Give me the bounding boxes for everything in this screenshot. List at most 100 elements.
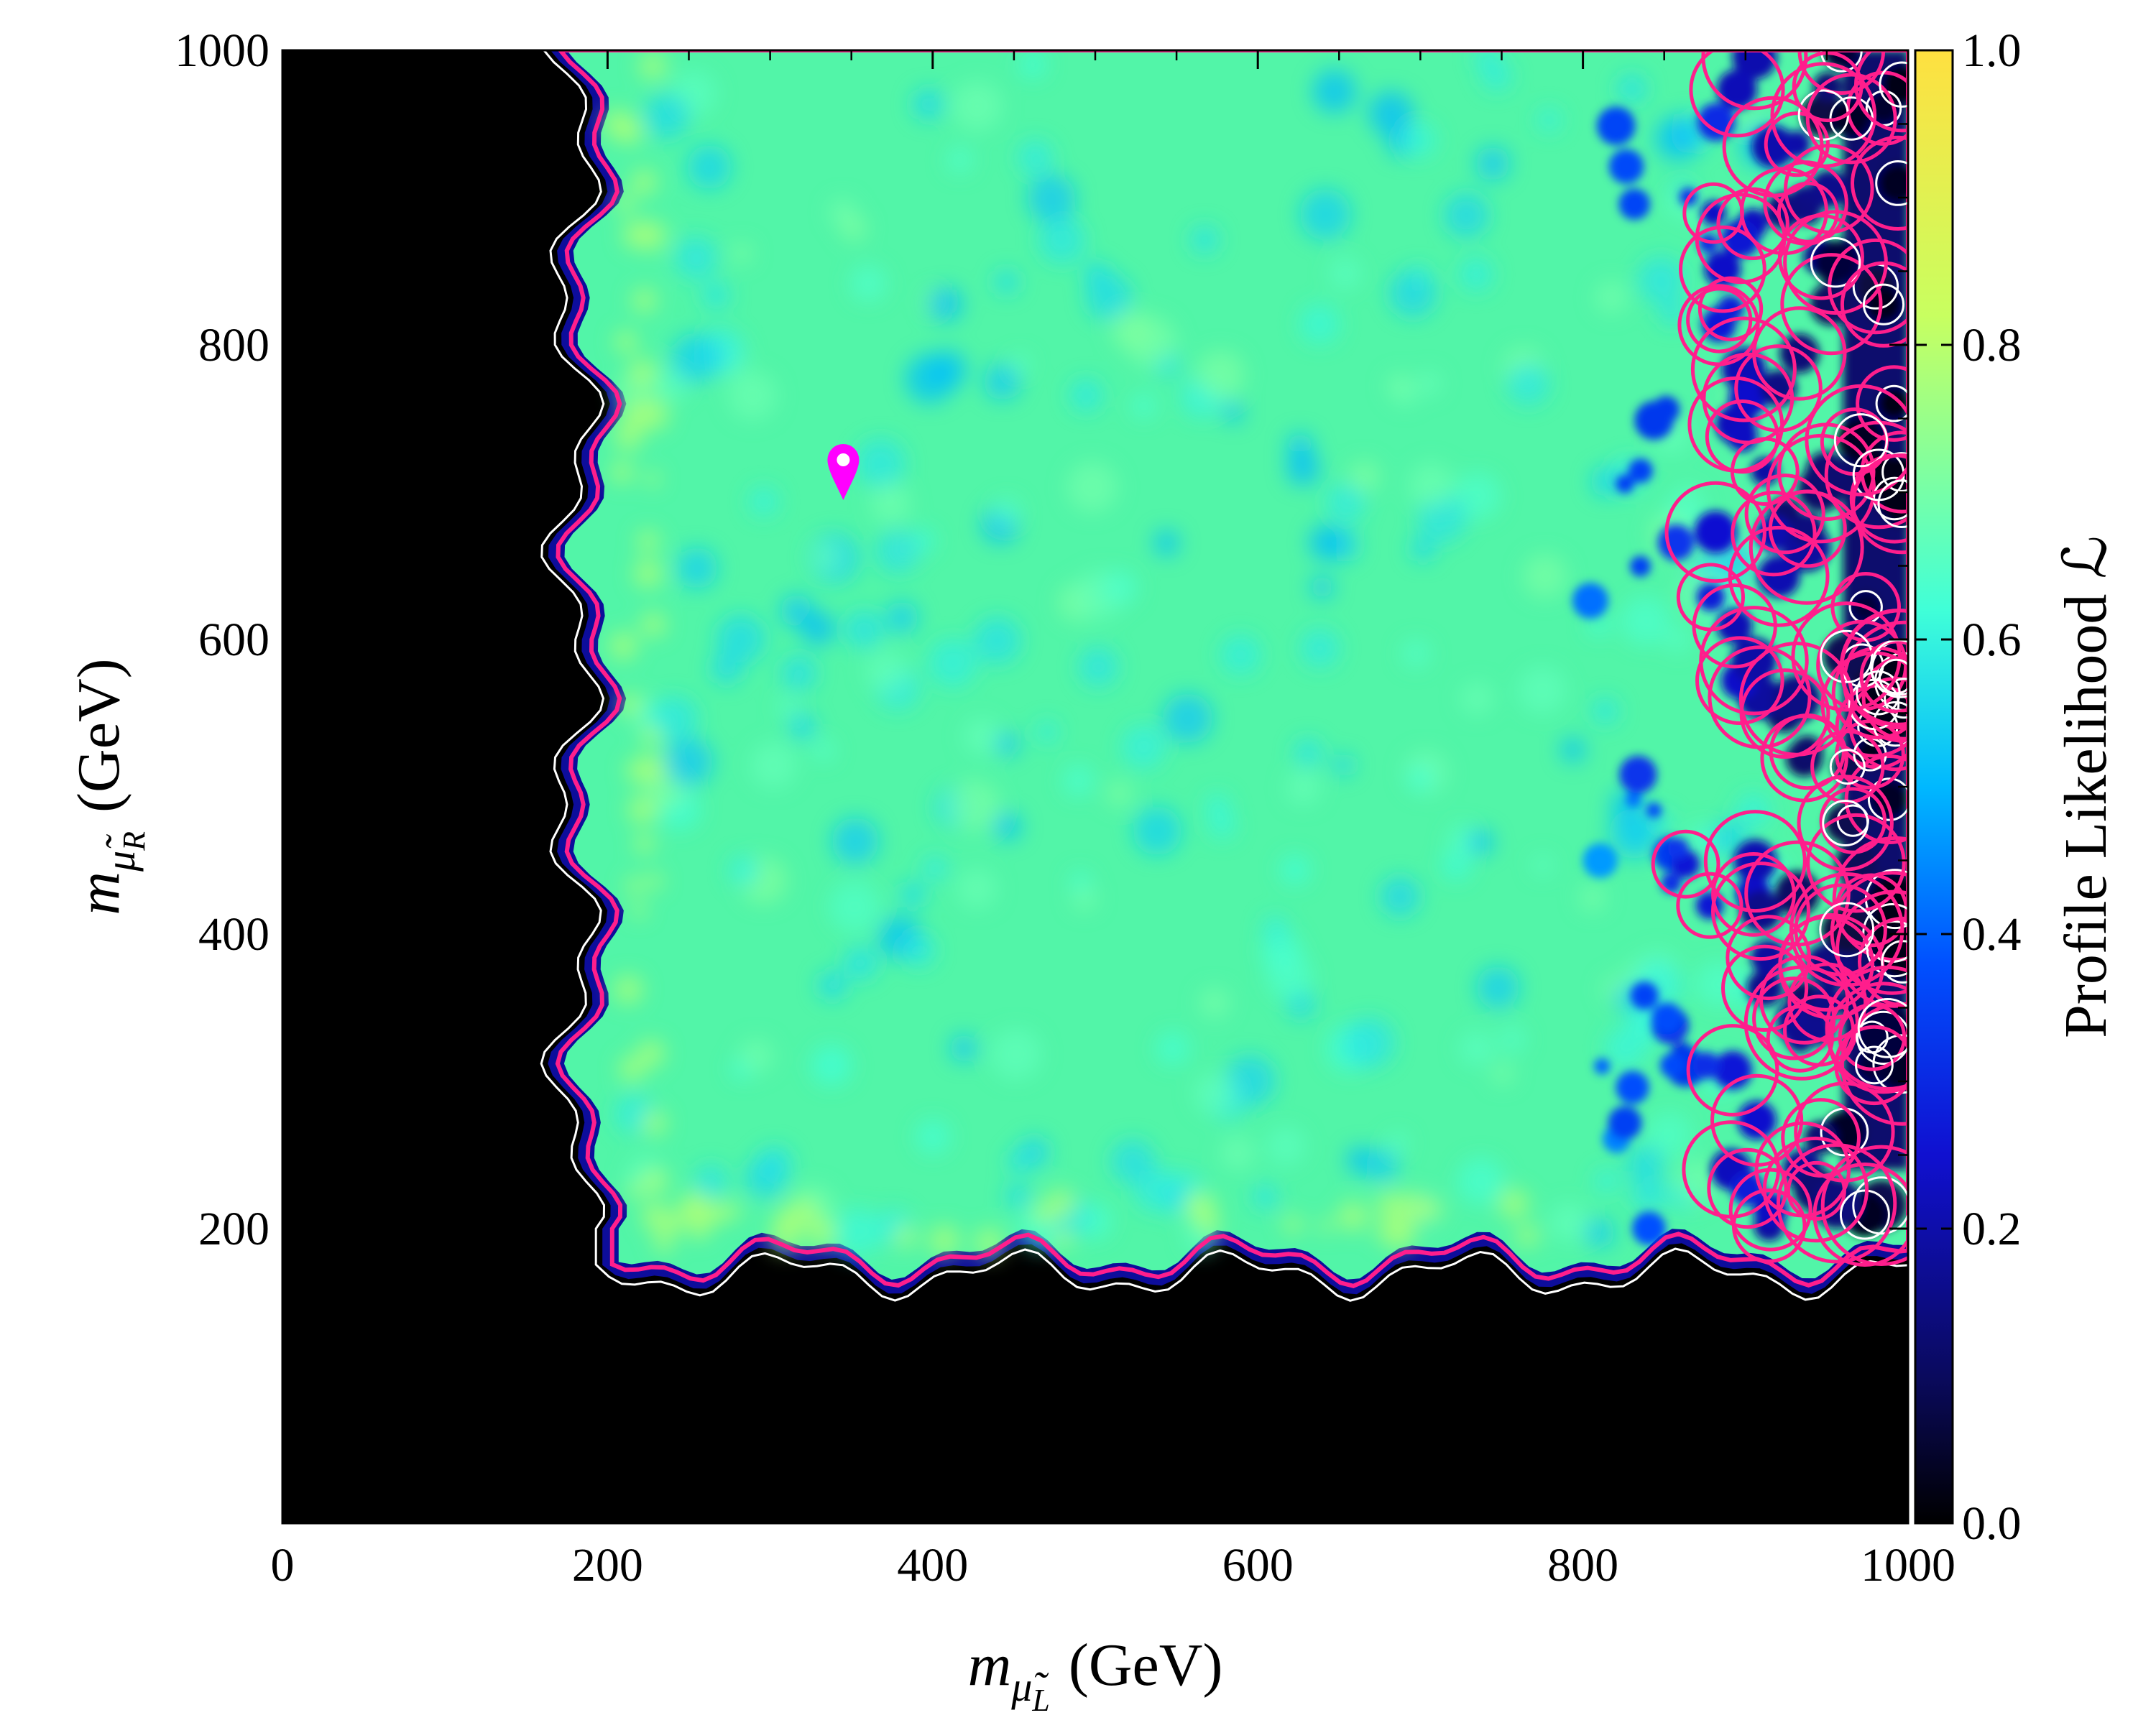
contour-2sigma-island — [1857, 998, 1908, 1058]
edge-speckle — [1337, 1201, 1368, 1232]
fluctuation-blob — [694, 1164, 728, 1198]
fluctuation-blob — [929, 287, 963, 322]
colorbar-tick-label: 0.0 — [1962, 1497, 2022, 1550]
contour-2sigma — [540, 50, 1908, 1302]
contour-2sigma-island — [1833, 413, 1888, 468]
x-axis: 0 200 400 600 800 1000 — [271, 50, 1955, 1591]
y-axis: 200 400 600 800 1000 — [175, 24, 1908, 1451]
contour-1sigma-island — [1794, 1081, 1895, 1183]
contour-1sigma-island — [1777, 422, 1876, 522]
fluctuation-blob — [1299, 303, 1340, 345]
fluctuation-blob — [949, 1034, 978, 1063]
fluctuation-blob — [829, 881, 880, 933]
fluctuation-blob — [1085, 274, 1133, 320]
fluctuation-blob — [1252, 1183, 1279, 1210]
edge-speckle — [1498, 1188, 1529, 1219]
x-tick-label: 400 — [897, 1539, 968, 1591]
contour-1sigma-island — [1856, 365, 1908, 442]
fluctuation-blob — [1365, 1148, 1399, 1183]
fluctuation-blob — [1468, 829, 1494, 855]
contour-2sigma-island — [1878, 658, 1908, 695]
contour-1sigma-island — [1690, 316, 1797, 422]
contour-2sigma-island — [1820, 629, 1874, 683]
fluctuation-blob — [990, 1028, 1042, 1080]
fluctuation-blob — [671, 333, 720, 384]
fluctuation-blob — [664, 737, 714, 787]
fluctuation-blob — [843, 946, 878, 981]
fluctuation-blob — [928, 350, 967, 389]
x-tick-label: 1000 — [1861, 1539, 1955, 1591]
contour-1sigma-island — [1789, 872, 1904, 987]
contour-1sigma-island — [1728, 525, 1830, 627]
edge-speckle — [627, 1183, 645, 1200]
fluctuation-blob — [1069, 870, 1092, 893]
fluctuation-blob — [1110, 310, 1151, 351]
fluctuation-blob — [922, 855, 948, 881]
fluctuation-blob — [1711, 820, 1748, 857]
fluctuation-blob — [1631, 1177, 1667, 1213]
fluctuation-blob — [1738, 106, 1761, 129]
edge-speckle — [1376, 1191, 1407, 1223]
degraded-patch — [1652, 396, 1680, 423]
fluctuation-blob — [1673, 486, 1703, 516]
contour-1sigma-island — [1781, 1098, 1861, 1178]
degraded-patch — [1733, 839, 1777, 883]
contour-2sigma-island — [1852, 1176, 1908, 1235]
fluctuation-blob — [876, 530, 920, 573]
fluctuation-blob — [1498, 1025, 1526, 1053]
fluctuation-blob — [1621, 596, 1671, 646]
contour-1sigma-island — [1859, 639, 1908, 713]
fluctuation-blob — [1549, 1203, 1588, 1242]
contour-1sigma-island — [1860, 430, 1908, 514]
fluctuation-blob — [952, 80, 1003, 131]
y-tick-label: 600 — [198, 614, 270, 666]
fluctuation-blob — [1153, 530, 1180, 556]
degraded-patch — [1786, 1025, 1815, 1053]
fluctuation-blob — [1626, 1145, 1665, 1184]
fluctuation-blob — [811, 1045, 852, 1086]
fluctuation-blob — [899, 881, 926, 908]
edge-speckle — [631, 902, 648, 918]
fluctuation-blob — [801, 611, 836, 646]
fluctuation-blob — [992, 497, 1021, 527]
fluctuation-blob — [916, 1119, 951, 1155]
fluctuation-blob — [676, 547, 718, 589]
fluctuation-blob — [739, 1038, 774, 1073]
fluctuation-blob — [1312, 69, 1357, 114]
degraded-patch — [1880, 482, 1908, 525]
colorbar-title: Profile Likelihood ℒ — [2053, 535, 2119, 1038]
fluctuation-blob — [1401, 122, 1437, 158]
fluctuation-blob — [885, 601, 918, 634]
fluctuation-blob — [1279, 854, 1311, 886]
edge-speckle — [893, 1225, 917, 1248]
edge-speckle — [618, 693, 642, 717]
fluctuation-blob — [1005, 1183, 1031, 1209]
contour-1sigma-island — [1769, 713, 1846, 790]
edge-speckle — [615, 193, 635, 213]
degraded-patch — [1618, 188, 1650, 221]
contour-2sigma-island — [1862, 283, 1905, 325]
x-tick-label: 0 — [271, 1539, 295, 1591]
colorbar-tick-label: 1.0 — [1962, 24, 2022, 77]
y-axis-title: mμ̃R(GeV) — [65, 658, 152, 915]
edge-speckle — [653, 1232, 675, 1253]
degraded-patch — [1572, 583, 1608, 619]
fluctuation-blob — [1133, 806, 1182, 856]
contour-1sigma-island — [1689, 50, 1785, 138]
degraded-patch — [1878, 387, 1908, 420]
edge-speckle — [645, 872, 663, 890]
x-tick-label: 200 — [572, 1539, 643, 1591]
contour-1sigma-island — [1651, 829, 1720, 899]
fluctuation-blob — [1010, 354, 1031, 375]
fluctuation-blob — [849, 264, 887, 302]
contour-1sigma — [555, 50, 1908, 1288]
contour-1sigma-island — [1695, 636, 1784, 726]
contour-1sigma-island — [1830, 871, 1908, 995]
fluctuation-blob — [1326, 483, 1365, 523]
fluctuation-blob — [1329, 257, 1362, 290]
fluctuation-blob — [788, 713, 816, 741]
x-axis-title: mμ̃L(GeV) — [968, 1632, 1223, 1718]
plateau-fluctuations — [602, 50, 1788, 1258]
fluctuation-blob — [1537, 108, 1562, 132]
fluctuation-blob — [1368, 91, 1414, 137]
